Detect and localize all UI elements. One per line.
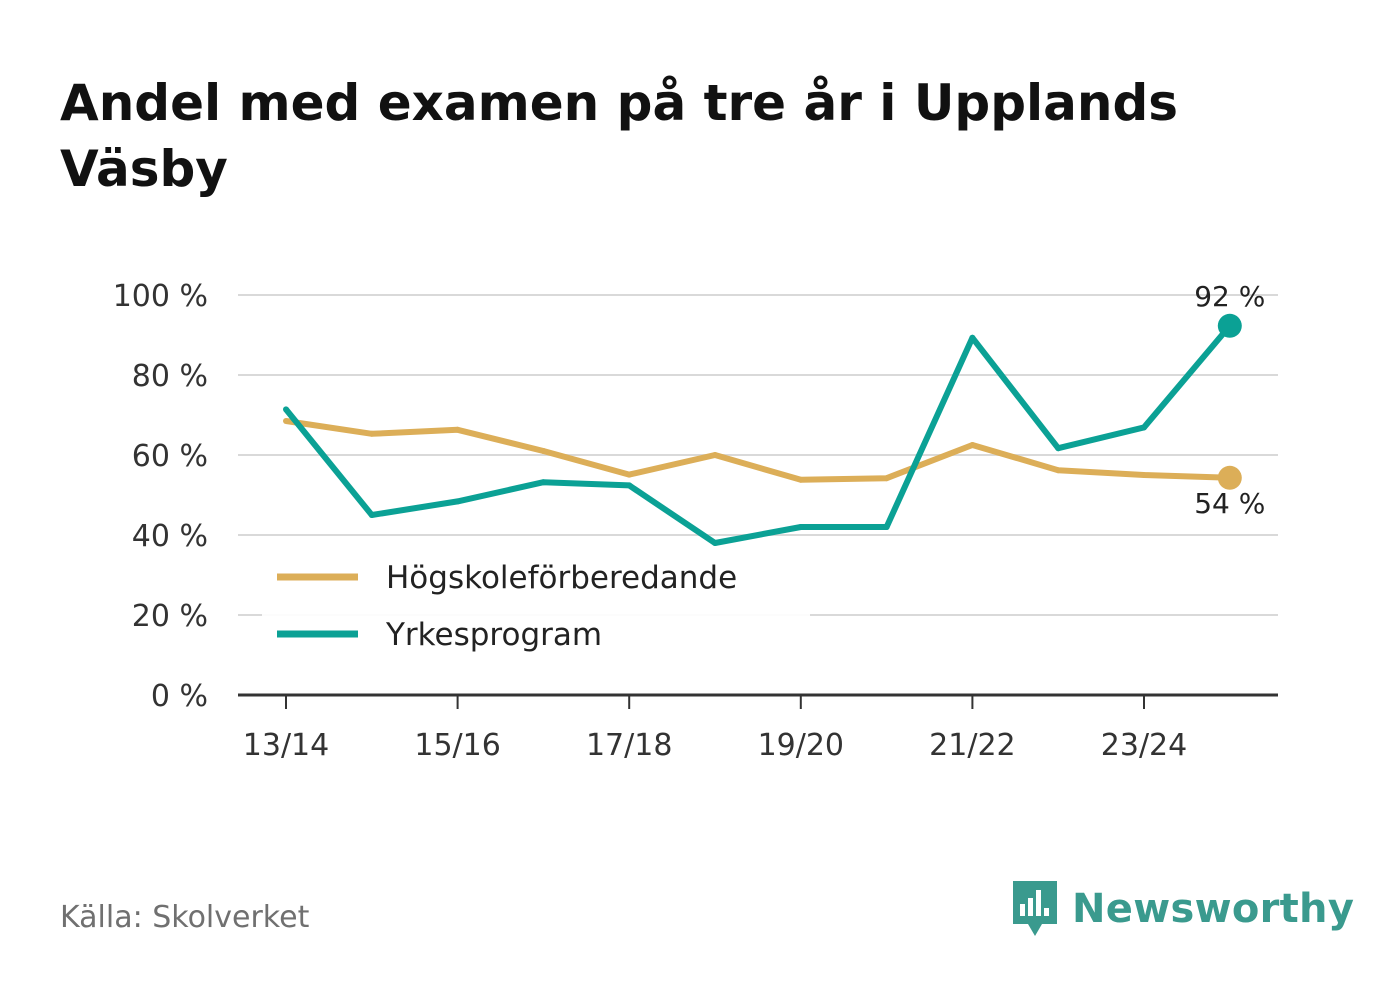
source-credit: Källa: Skolverket [60,900,310,935]
series-line-hogskoleforberedande [285,418,1230,483]
data-point [712,540,718,546]
y-tick-label: 40 % [132,519,208,554]
y-tick-label: 0 % [151,679,208,714]
data-point [883,524,890,530]
data-point [883,475,890,482]
end-point-marker [1217,465,1242,490]
data-point [969,442,976,448]
data-point [540,479,547,486]
data-point [1055,467,1062,474]
data-point [368,512,375,518]
data-point [969,334,976,341]
data-point [454,426,461,433]
end-value-label: 54 % [1194,487,1265,520]
data-point [712,452,718,458]
x-tick-label: 15/16 [414,728,500,763]
brand-name: Newsworthy [1072,886,1355,932]
y-tick-label: 80 % [132,359,208,394]
newsworthy-logo-icon [1013,881,1057,936]
y-tick-label: 60 % [132,439,208,474]
data-point [626,482,633,489]
x-tick-label: 21/22 [929,728,1015,763]
data-point [283,418,289,424]
legend-label: Yrkesprogram [385,617,602,653]
x-tick-label: 17/18 [586,728,672,763]
data-point [454,498,461,505]
x-tick-label: 19/20 [758,728,844,763]
y-tick-label: 100 % [113,279,208,314]
data-point [1055,445,1062,452]
brand-logo: Newsworthy [1010,878,1354,940]
legend-box [262,548,810,668]
x-tick-label: 13/14 [243,728,329,763]
data-point [540,448,547,454]
chart-title: Andel med examen på tre år i Upplands Vä… [60,74,1179,198]
series-line-yrkesprogram [283,323,1233,546]
y-tick-label: 20 % [132,599,208,634]
data-point [797,524,804,530]
data-point [1141,472,1147,478]
x-tick-label: 23/24 [1101,728,1187,763]
data-point [283,406,289,413]
legend-label: Högskoleförberedande [386,560,737,596]
data-point [368,430,375,437]
end-value-label: 92 % [1194,280,1265,313]
data-point [626,471,633,478]
data-point [1141,424,1147,431]
data-point [797,476,804,483]
end-point-marker [1217,313,1242,338]
